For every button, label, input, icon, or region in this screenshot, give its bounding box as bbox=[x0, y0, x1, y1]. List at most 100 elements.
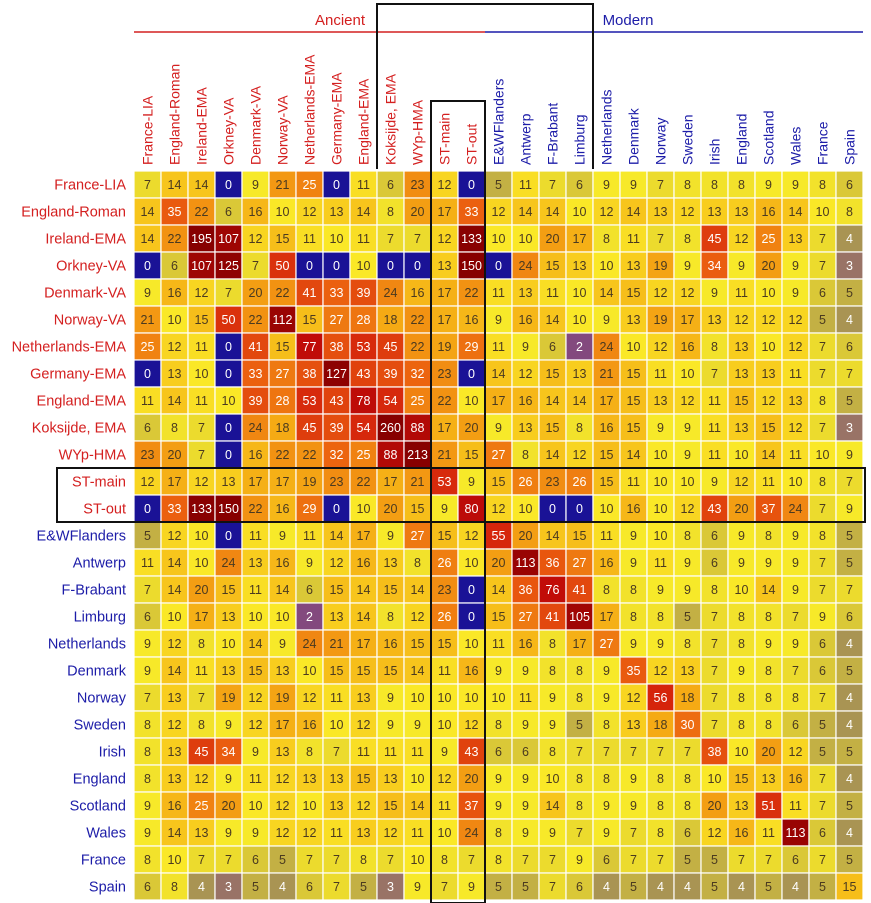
cell-value: 20 bbox=[735, 502, 749, 516]
cell-value: 5 bbox=[819, 718, 826, 732]
heatmap-cell bbox=[727, 332, 756, 361]
cell-value: 11 bbox=[519, 178, 532, 192]
cell-value: 8 bbox=[549, 745, 556, 759]
cell-value: 9 bbox=[630, 178, 637, 192]
cell-value: 5 bbox=[360, 880, 367, 894]
cell-value: 12 bbox=[681, 502, 695, 516]
cell-value: 5 bbox=[630, 880, 637, 894]
cell-value: 0 bbox=[387, 259, 394, 273]
cell-value: 13 bbox=[654, 394, 668, 408]
cell-value: 23 bbox=[330, 475, 344, 489]
cell-value: 10 bbox=[816, 205, 830, 219]
cell-value: 7 bbox=[414, 232, 421, 246]
heatmap-cell bbox=[484, 656, 513, 685]
heatmap-cell bbox=[160, 332, 189, 361]
cell-value: 6 bbox=[711, 529, 718, 543]
cell-value: 45 bbox=[708, 232, 722, 246]
cell-value: 33 bbox=[465, 205, 479, 219]
cell-value: 7 bbox=[630, 853, 637, 867]
heatmap-cell bbox=[565, 440, 594, 469]
cell-value: 20 bbox=[168, 448, 182, 462]
cell-value: 13 bbox=[168, 691, 182, 705]
column-label-wyp-hma: WYp-HMA bbox=[410, 99, 426, 165]
heatmap-cell bbox=[214, 413, 243, 442]
heatmap-cell bbox=[592, 683, 621, 712]
cell-value: 10 bbox=[438, 718, 452, 732]
row-label-koksijde-ema: Koksijde, EMA bbox=[32, 421, 127, 437]
cell-value: 14 bbox=[600, 286, 614, 300]
cell-value: 10 bbox=[573, 205, 587, 219]
cell-value: 11 bbox=[519, 691, 532, 705]
cell-value: 6 bbox=[522, 745, 529, 759]
heatmap-cell bbox=[511, 683, 540, 712]
cell-value: 10 bbox=[411, 691, 425, 705]
cell-value: 12 bbox=[627, 691, 641, 705]
cell-value: 8 bbox=[360, 853, 367, 867]
heatmap-cell bbox=[673, 710, 702, 739]
heatmap-cell bbox=[133, 818, 162, 847]
heatmap-cell bbox=[322, 197, 351, 226]
cell-value: 0 bbox=[225, 178, 232, 192]
heatmap-cell bbox=[241, 278, 270, 307]
row-label-germany-ema: Germany-EMA bbox=[30, 367, 126, 383]
cell-value: 13 bbox=[249, 556, 263, 570]
cell-value: 17 bbox=[600, 610, 614, 624]
cell-value: 9 bbox=[630, 772, 637, 786]
cell-value: 50 bbox=[222, 313, 236, 327]
heatmap-cell bbox=[295, 845, 324, 874]
cell-value: 7 bbox=[846, 367, 853, 381]
cell-value: 11 bbox=[600, 529, 613, 543]
heatmap-cell bbox=[808, 629, 837, 658]
heatmap-cell bbox=[754, 521, 783, 550]
cell-value: 14 bbox=[627, 448, 641, 462]
cell-value: 18 bbox=[276, 421, 290, 435]
heatmap-cell bbox=[673, 737, 702, 766]
cell-value: 9 bbox=[549, 826, 556, 840]
cell-value: 12 bbox=[195, 475, 209, 489]
column-label-wales: Wales bbox=[788, 127, 804, 165]
heatmap-cell bbox=[673, 251, 702, 280]
cell-value: 10 bbox=[249, 799, 263, 813]
heatmap-cell bbox=[565, 872, 594, 901]
cell-value: 15 bbox=[546, 367, 560, 381]
cell-value: 0 bbox=[468, 367, 475, 381]
cell-value: 14 bbox=[411, 799, 425, 813]
heatmap-cell bbox=[322, 872, 351, 901]
heatmap-cell bbox=[160, 629, 189, 658]
heatmap-cell bbox=[349, 710, 378, 739]
highlight-columns-box bbox=[430, 100, 486, 903]
heatmap-cell bbox=[673, 683, 702, 712]
heatmap-cell bbox=[754, 305, 783, 334]
cell-value: 10 bbox=[195, 556, 209, 570]
cell-value: 7 bbox=[846, 475, 853, 489]
heatmap-cell bbox=[403, 278, 432, 307]
cell-value: 7 bbox=[657, 853, 664, 867]
heatmap-cell bbox=[565, 332, 594, 361]
cell-value: 12 bbox=[789, 745, 803, 759]
cell-value: 8 bbox=[549, 664, 556, 678]
row-label-france-lia: France-LIA bbox=[54, 178, 126, 194]
heatmap-cell bbox=[538, 845, 567, 874]
heatmap-cell bbox=[646, 467, 675, 496]
cell-value: 9 bbox=[792, 259, 799, 273]
cell-value: 7 bbox=[603, 745, 610, 759]
cell-value: 12 bbox=[654, 664, 668, 678]
cell-value: 17 bbox=[249, 475, 263, 489]
column-label-orkney-va: Orkney-VA bbox=[221, 97, 237, 165]
heatmap-cell bbox=[214, 737, 243, 766]
cell-value: 11 bbox=[195, 664, 208, 678]
cell-value: 8 bbox=[684, 232, 691, 246]
cell-value: 10 bbox=[600, 259, 614, 273]
heatmap-cell bbox=[619, 548, 648, 577]
heatmap-cell bbox=[241, 818, 270, 847]
cell-value: 14 bbox=[546, 529, 560, 543]
heatmap-cell bbox=[457, 494, 486, 523]
cell-value: 10 bbox=[249, 610, 263, 624]
column-label-st-main: ST-main bbox=[437, 113, 453, 165]
cell-value: 9 bbox=[711, 286, 718, 300]
heatmap-cell bbox=[538, 683, 567, 712]
cell-value: 10 bbox=[600, 502, 614, 516]
cell-value: 133 bbox=[191, 502, 212, 516]
cell-value: 9 bbox=[846, 502, 853, 516]
cell-value: 17 bbox=[357, 637, 371, 651]
